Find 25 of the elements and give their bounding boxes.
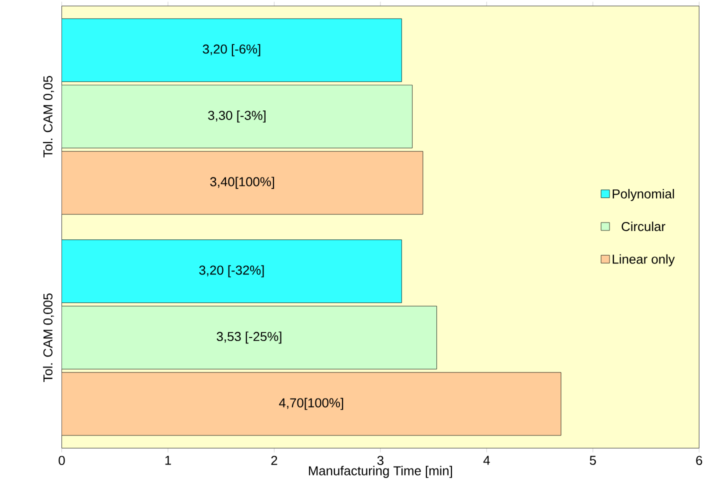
bar bbox=[62, 151, 424, 215]
legend-label: Circular bbox=[622, 222, 666, 232]
bar bbox=[62, 84, 412, 148]
bar bbox=[62, 306, 437, 370]
x-axis-title: Manufacturing Time [min] bbox=[308, 466, 452, 478]
legend-label: Linear only bbox=[612, 254, 675, 266]
x-tick-label: 0 bbox=[58, 456, 65, 466]
x-tick-label: 4 bbox=[483, 456, 490, 465]
bar bbox=[62, 240, 402, 303]
data-label: 4,70[100%] bbox=[279, 398, 344, 410]
y-tick-label: Tol. CAM 0,05 bbox=[43, 76, 54, 158]
bar bbox=[62, 372, 562, 436]
bar bbox=[62, 18, 402, 82]
x-tick-label: 6 bbox=[696, 456, 702, 466]
data-label: 3,30 [-3%] bbox=[208, 110, 266, 123]
x-tick-label: 2 bbox=[271, 456, 278, 465]
x-tick-label: 1 bbox=[165, 456, 171, 465]
data-label: 3,53 [-25%] bbox=[216, 332, 282, 344]
data-label: 3,40[100%] bbox=[210, 176, 274, 189]
data-label: 3,20 [-32%] bbox=[199, 265, 264, 278]
y-tick-label: Tol. CAM 0,005 bbox=[43, 293, 54, 382]
x-tick-label: 3 bbox=[377, 456, 384, 466]
legend-label: Polynomial bbox=[612, 188, 674, 202]
data-label: 3,20 [-6%] bbox=[202, 44, 260, 56]
x-tick-label: 5 bbox=[590, 456, 596, 465]
